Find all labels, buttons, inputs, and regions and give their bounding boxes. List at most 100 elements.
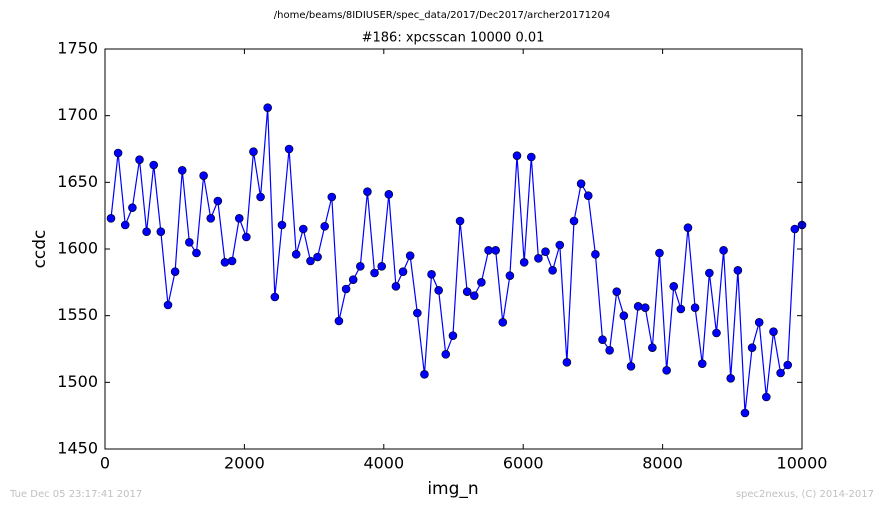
data-point — [106, 214, 116, 223]
data-point — [206, 214, 216, 223]
y-tick-label: 1500 — [57, 372, 98, 391]
y-tick-label: 1600 — [57, 239, 98, 258]
data-point — [648, 343, 657, 352]
data-point — [719, 246, 728, 255]
data-point — [149, 160, 159, 170]
data-point — [562, 358, 572, 367]
x-tick-label: 10000 — [777, 454, 828, 473]
data-point — [356, 262, 365, 271]
data-point — [413, 308, 422, 318]
data-point — [598, 335, 607, 344]
data-point — [583, 191, 593, 200]
footer-right: spec2nexus, (C) 2014-2017 — [736, 489, 874, 500]
chart-title: #186: xpcsscan 10000 0.01 — [362, 31, 545, 46]
data-point — [199, 171, 208, 180]
footer-left: Tue Dec 05 23:17:41 2017 — [9, 489, 142, 500]
data-point — [434, 286, 443, 295]
data-point — [448, 331, 458, 340]
data-point — [284, 144, 294, 154]
data-point — [541, 247, 550, 256]
data-point — [185, 238, 194, 247]
data-point — [306, 256, 315, 266]
data-point — [242, 232, 251, 242]
data-point — [697, 359, 707, 368]
data-point — [498, 318, 508, 327]
suptitle: /home/beams/8IDIUSER/spec_data/2017/Dec2… — [274, 10, 610, 21]
data-point — [534, 254, 543, 263]
data-point — [740, 408, 750, 418]
data-point — [726, 374, 735, 383]
data-point — [591, 250, 600, 259]
data-point — [227, 256, 237, 266]
data-point — [277, 220, 287, 230]
data-point — [234, 214, 244, 223]
data-point — [370, 268, 379, 278]
data-point — [384, 190, 394, 199]
data-point — [662, 366, 671, 375]
x-axis-label: img_n — [427, 479, 478, 499]
data-point — [655, 248, 664, 258]
data-point — [398, 267, 408, 276]
data-point — [676, 304, 686, 314]
data-point — [526, 152, 536, 162]
data-point — [548, 266, 557, 275]
data-point — [455, 216, 465, 226]
data-point — [128, 203, 137, 212]
data-point — [192, 248, 201, 258]
data-point — [462, 287, 472, 296]
data-point — [484, 246, 493, 255]
data-point — [348, 275, 358, 284]
data-point — [270, 292, 280, 302]
data-point — [113, 148, 123, 158]
x-tick-label: 6000 — [503, 454, 544, 473]
data-line — [110, 107, 803, 414]
data-point — [177, 166, 187, 175]
x-tick-label: 8000 — [642, 454, 683, 473]
data-point — [135, 155, 144, 164]
x-tick-label: 4000 — [363, 454, 404, 473]
data-point — [555, 240, 565, 250]
data-point — [512, 151, 522, 160]
y-axis-label: ccdc — [30, 230, 50, 269]
data-point — [377, 262, 387, 271]
data-point — [391, 282, 401, 291]
data-point — [163, 300, 173, 310]
y-tick-label: 1700 — [57, 105, 98, 124]
data-point — [213, 196, 223, 206]
data-point — [363, 187, 372, 196]
data-point — [790, 224, 800, 234]
data-point — [754, 318, 764, 327]
y-tick-label: 1450 — [57, 439, 98, 458]
y-tick-label: 1750 — [57, 39, 98, 58]
data-point — [733, 266, 743, 275]
data-point — [683, 223, 693, 232]
data-point — [263, 103, 272, 112]
data-point — [669, 282, 679, 291]
data-point — [519, 258, 529, 267]
data-point — [783, 360, 793, 370]
data-point — [249, 147, 258, 156]
data-point — [633, 302, 643, 311]
data-point — [747, 343, 757, 352]
data-point — [170, 267, 180, 276]
data-point — [505, 271, 515, 280]
data-point — [690, 303, 700, 312]
y-tick-label: 1650 — [57, 172, 98, 191]
data-point — [341, 284, 351, 294]
data-point — [427, 270, 436, 279]
data-point — [142, 227, 151, 236]
data-point — [605, 346, 614, 355]
data-point — [405, 251, 415, 260]
data-point — [334, 316, 344, 326]
data-point — [441, 350, 451, 359]
data-point — [220, 258, 230, 267]
data-point — [298, 224, 308, 234]
data-point — [327, 192, 337, 202]
plot-frame — [104, 48, 803, 450]
x-tick-label: 0 — [100, 454, 110, 473]
data-point — [776, 368, 785, 378]
data-point — [769, 327, 778, 336]
x-tick-label: 2000 — [224, 454, 265, 473]
data-point — [640, 303, 650, 312]
